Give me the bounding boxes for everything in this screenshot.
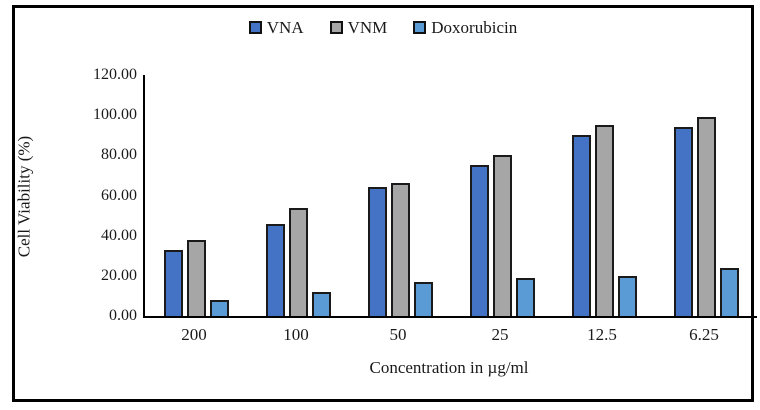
bar-group-25	[451, 75, 553, 316]
bar-doxorubicin-25	[515, 278, 535, 316]
plot-area: 0.00 20.00 40.00 60.00 80.00 100.00 120.00	[93, 67, 757, 324]
bar-doxorubicin-200	[209, 300, 229, 316]
x-axis-tick-label: 200	[181, 325, 207, 344]
bar-vnm-12.5	[594, 125, 614, 316]
y-axis-tick-label: 0.00	[109, 307, 137, 324]
bar-vna-200	[163, 250, 183, 316]
legend-item-doxorubicin: Doxorubicin	[413, 19, 517, 36]
bar-vna-100	[265, 224, 285, 316]
bar-group-12.5	[553, 75, 655, 316]
bar-vnm-100	[288, 208, 308, 316]
x-axis-tick-labels: 200 100 50 25 12.5 6.25	[143, 326, 755, 343]
bar-doxorubicin-50	[413, 282, 433, 316]
chart-frame: VNA VNM Doxorubicin Cell Viability (%) 0.0…	[12, 5, 757, 402]
x-axis-tick-label: 100	[283, 325, 309, 344]
bar-group-6.25	[655, 75, 757, 316]
bar-doxorubicin-12.5	[617, 276, 637, 316]
bar-doxorubicin-100	[311, 292, 331, 316]
y-axis-tick-label: 100.00	[93, 106, 137, 124]
bar-group-200	[145, 75, 247, 316]
y-axis-tick-label: 40.00	[101, 226, 137, 244]
y-axis-tick-label: 60.00	[101, 186, 137, 204]
x-axis-tick-label: 12.5	[587, 325, 617, 344]
legend-swatch-icon	[248, 21, 262, 34]
x-axis-tick-label: 6.25	[689, 325, 719, 344]
legend-item-vna: VNA	[248, 18, 304, 37]
x-axis-title: Concentration in µg/ml	[369, 358, 529, 377]
bar-vna-12.5	[571, 135, 591, 316]
x-axis-tick-label: 25	[491, 325, 509, 344]
bar-groups	[145, 75, 757, 316]
bar-vna-25	[469, 165, 489, 316]
bar-vnm-6.25	[696, 117, 716, 316]
legend-item-vnm: VNM	[329, 18, 388, 37]
bar-vnm-50	[390, 183, 410, 316]
legend-swatch-icon	[413, 21, 427, 34]
y-axis-title: Cell Viability (%)	[14, 135, 34, 258]
legend-label: VNM	[347, 18, 388, 37]
y-axis-tick-label: 80.00	[101, 146, 137, 164]
bar-vna-6.25	[673, 127, 693, 316]
bar-group-50	[349, 75, 451, 316]
y-axis-tick-label: 20.00	[101, 266, 137, 284]
legend-swatch-icon	[329, 21, 343, 34]
bar-vnm-200	[186, 240, 206, 316]
bar-vnm-25	[492, 155, 512, 316]
bar-group-100	[247, 75, 349, 316]
legend-label: VNA	[266, 18, 304, 37]
x-axis-tick-label: 50	[389, 325, 407, 344]
y-axis-tick-label: 120.00	[93, 66, 137, 83]
bar-doxorubicin-6.25	[719, 268, 739, 316]
bar-vna-50	[367, 187, 387, 316]
legend: VNA VNM Doxorubicin	[15, 19, 751, 36]
legend-label: Doxorubicin	[431, 18, 518, 37]
